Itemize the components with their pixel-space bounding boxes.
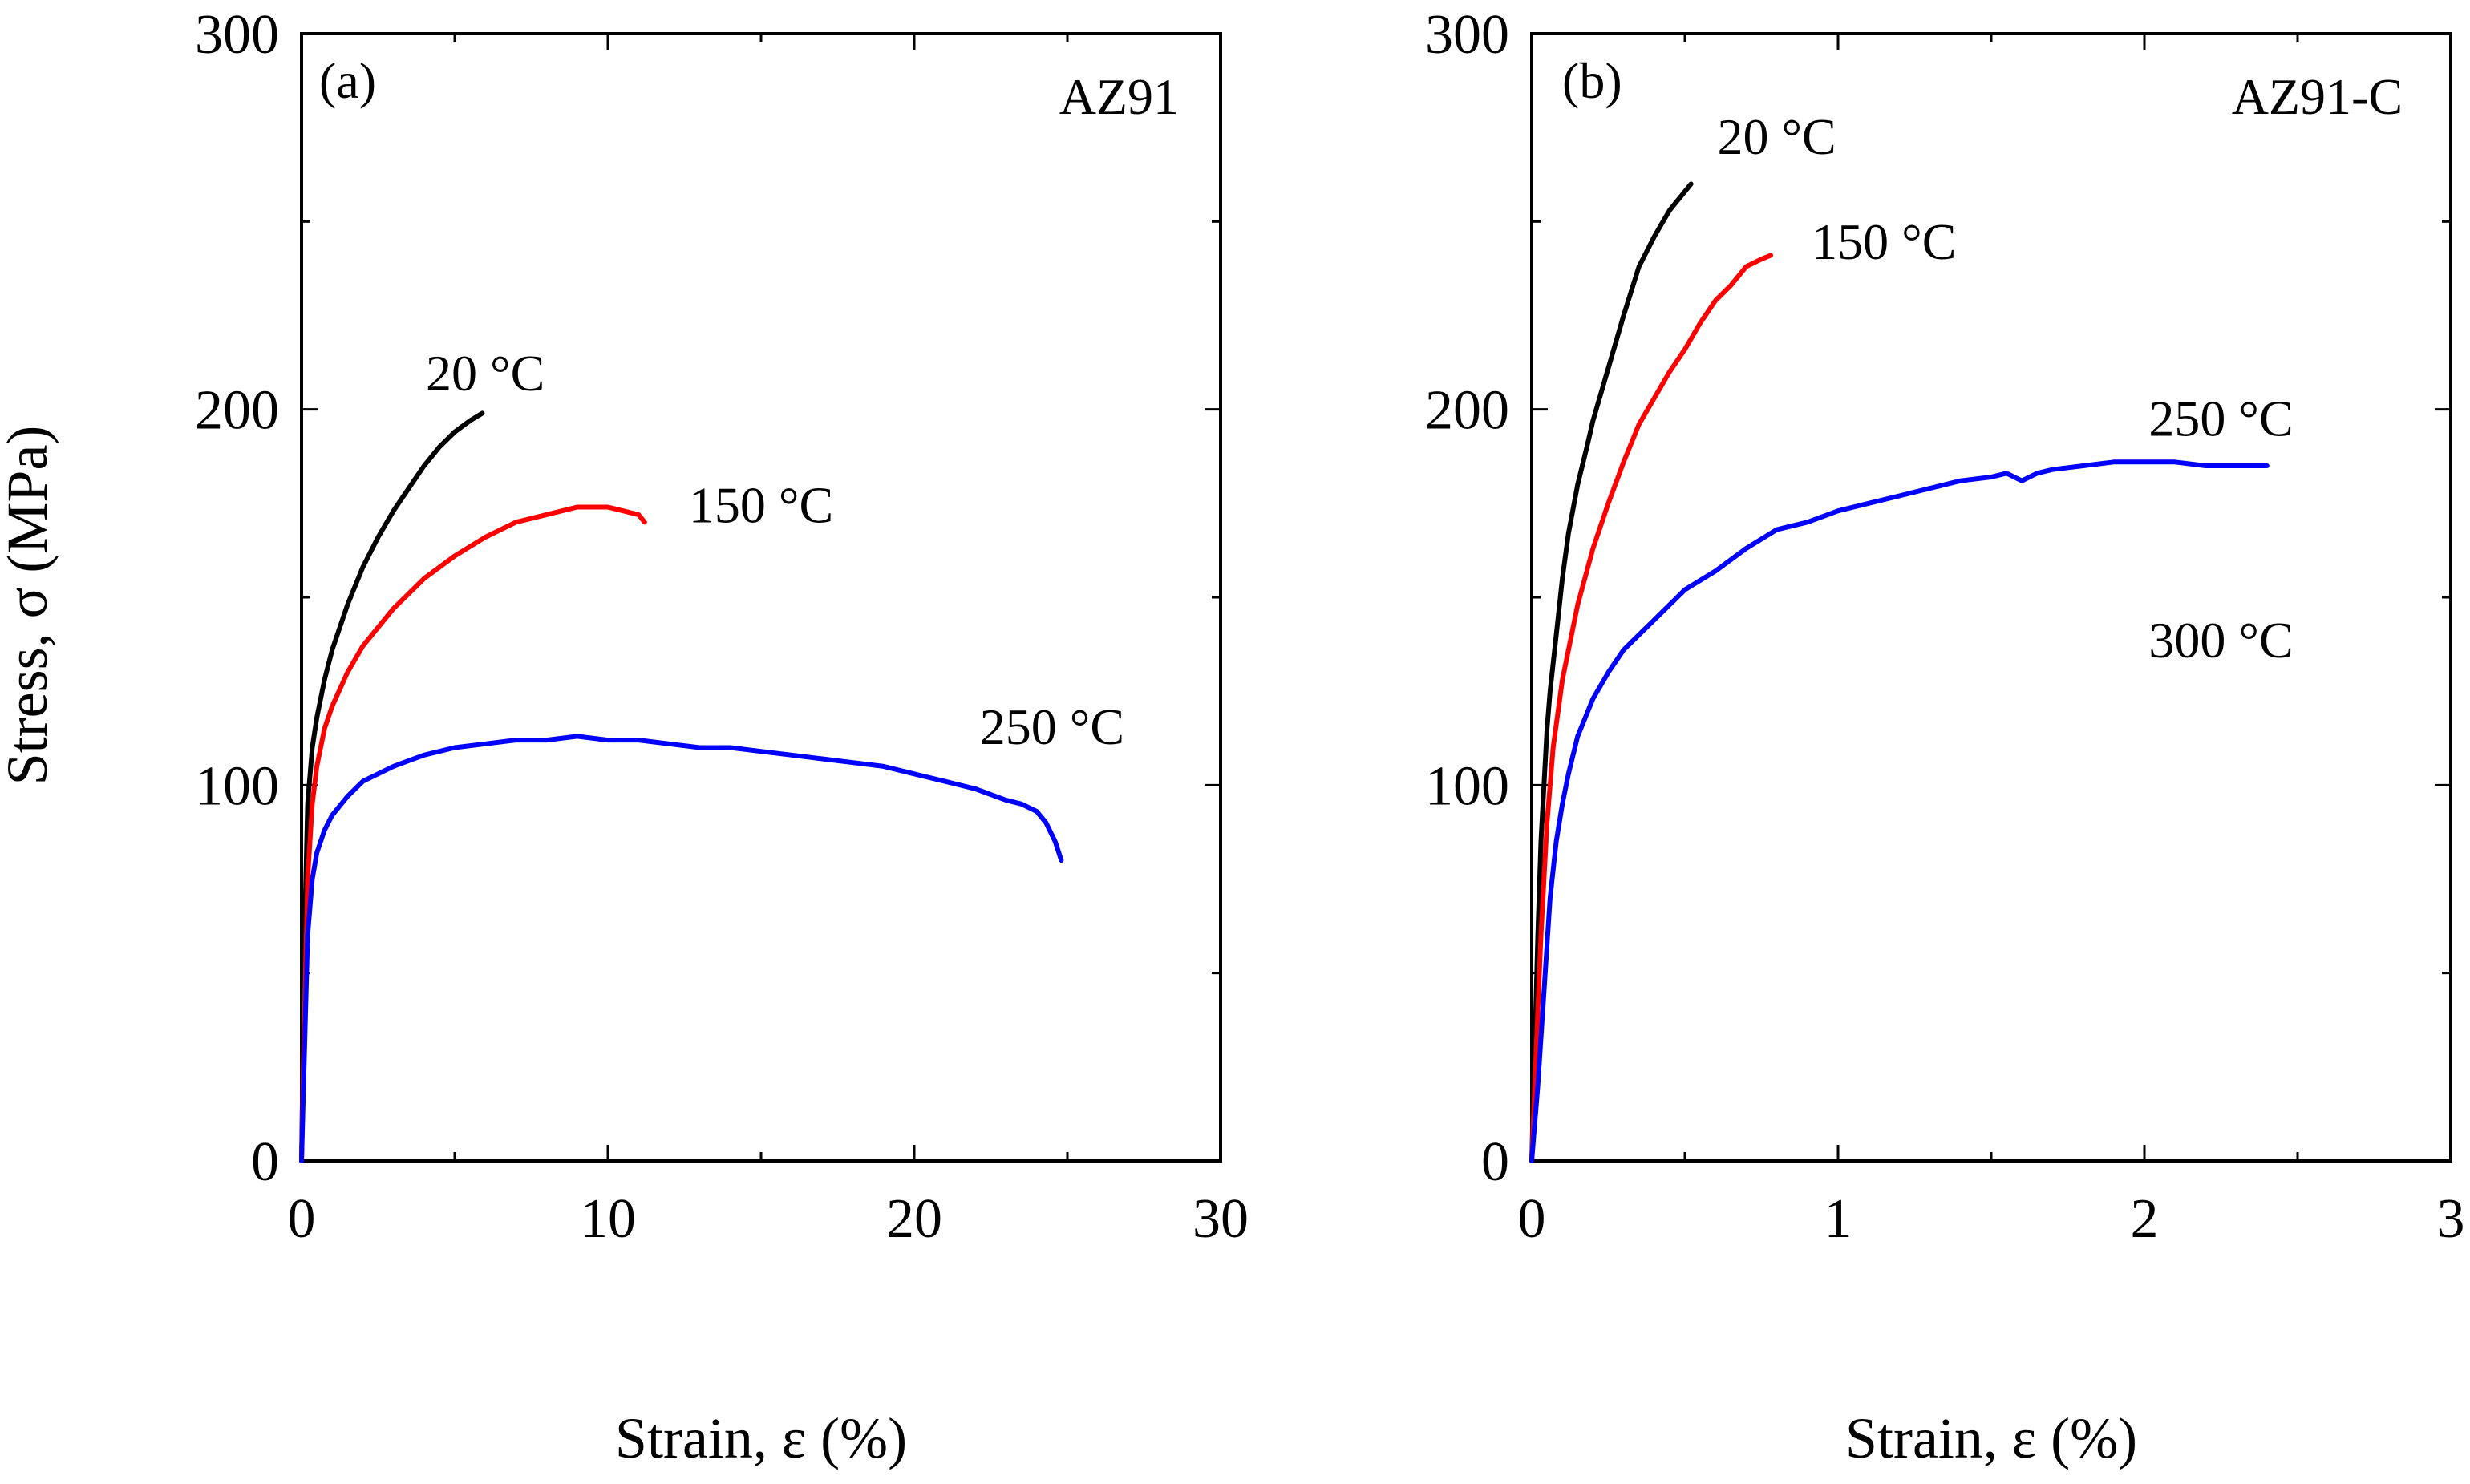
x-tick-label: 10 (580, 1188, 636, 1250)
y-tick-label: 200 (1425, 380, 1509, 442)
chart-title-a: AZ91 (1059, 68, 1179, 125)
y-axis-label: Stress, σ (MPa) (0, 426, 59, 786)
x-tick-label: 1 (1824, 1188, 1852, 1250)
plot-frame-b (1530, 32, 2452, 1163)
curve-label-150c: 150 °C (1812, 213, 1956, 270)
series-line-250c (299, 734, 1064, 1163)
series-b (1529, 181, 2270, 1163)
panel-label-a: (a) (319, 52, 376, 109)
tick-labels-b: 0 1 2 3 0 100 200 300 (1425, 4, 2465, 1250)
chart-title-b: AZ91-C (2232, 68, 2403, 125)
curve-label-150c: 150 °C (689, 476, 833, 533)
tick-marks-a (300, 32, 1222, 1163)
panel-b: 0 1 2 3 0 100 200 300 20 °C 150 °C 250 °C 300 °C (… (1425, 4, 2465, 1470)
y-tick-label: 100 (195, 755, 279, 817)
curve-label-250c: 250 °C (980, 698, 1124, 755)
curve-labels-b: 20 °C 150 °C 250 °C 300 °C (1717, 108, 2293, 669)
curve-label-300c: 300 °C (2148, 612, 2293, 669)
curve-label-250c: 250 °C (2148, 390, 2293, 447)
x-axis-label-b: Strain, ε (%) (1845, 1406, 2137, 1470)
series-a (299, 410, 1064, 1163)
plot-frame-a (300, 32, 1222, 1163)
x-tick-label: 2 (2131, 1188, 2159, 1250)
curve-labels-a: 20 °C 150 °C 250 °C (426, 345, 1124, 755)
series-line-20c (1529, 181, 1694, 1163)
x-axis-label-a: Strain, ε (%) (615, 1406, 907, 1470)
series-line-150c (1529, 253, 1773, 1163)
x-tick-label: 30 (1192, 1188, 1249, 1250)
y-tick-label: 100 (1425, 755, 1509, 817)
series-line-150c (299, 504, 647, 1163)
curve-label-20c: 20 °C (1717, 108, 1836, 165)
x-tick-label: 0 (1518, 1188, 1546, 1250)
x-tick-label: 20 (886, 1188, 942, 1250)
x-tick-label: 3 (2437, 1188, 2465, 1250)
y-tick-label: 0 (251, 1131, 279, 1193)
curve-label-20c: 20 °C (426, 345, 545, 402)
y-tick-label: 0 (1481, 1131, 1509, 1193)
y-tick-label: 200 (195, 380, 279, 442)
series-line-20c (299, 410, 485, 1163)
y-tick-label: 300 (195, 4, 279, 66)
y-tick-label: 300 (1425, 4, 1509, 66)
x-tick-label: 0 (288, 1188, 316, 1250)
tick-marks-b (1530, 32, 2452, 1163)
panel-label-b: (b) (1562, 52, 1622, 109)
series-line-250c (1529, 459, 2270, 1163)
